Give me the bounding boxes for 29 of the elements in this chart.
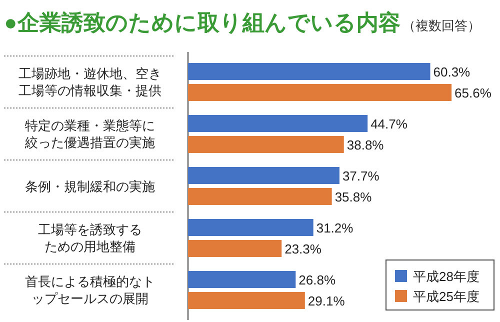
data-label: 65.6% bbox=[454, 86, 492, 100]
chart-title: ●企業誘致のために取り組んでいる内容 bbox=[4, 10, 400, 35]
data-label: 29.1% bbox=[308, 294, 346, 308]
y-tick-label: 首長による積極的なトップセールスの展開 bbox=[24, 273, 156, 307]
data-label: 23.3% bbox=[284, 242, 322, 256]
bar bbox=[188, 63, 430, 80]
bar bbox=[188, 167, 340, 184]
data-label: 35.8% bbox=[334, 190, 372, 204]
bar bbox=[188, 240, 282, 257]
y-tick-label: 工場等を誘致するための用地整備 bbox=[37, 221, 143, 255]
data-label: 38.8% bbox=[346, 138, 384, 152]
bar bbox=[188, 219, 314, 236]
y-tick-label: 条例・規制緩和の実施 bbox=[25, 178, 155, 194]
bar bbox=[188, 292, 305, 309]
chart-subtitle: （複数回答） bbox=[402, 18, 480, 33]
bar bbox=[188, 84, 452, 101]
legend-label: 平成28年度 bbox=[413, 269, 480, 284]
bar bbox=[188, 136, 344, 153]
data-label: 31.2% bbox=[316, 220, 354, 236]
y-tick-label: 工場跡地・遊休地、空き工場等の情報収集・提供 bbox=[18, 65, 162, 99]
bar bbox=[188, 188, 332, 205]
y-tick-label: 特定の業種・業態等に絞った優遇措置の実施 bbox=[24, 117, 156, 151]
data-label: 44.7% bbox=[370, 116, 408, 132]
bar bbox=[188, 115, 368, 132]
data-label: 60.3% bbox=[433, 64, 471, 80]
data-label: 26.8% bbox=[298, 272, 336, 288]
legend-label: 平成25年度 bbox=[413, 289, 480, 304]
bar bbox=[188, 271, 296, 288]
data-label: 37.7% bbox=[342, 168, 380, 184]
